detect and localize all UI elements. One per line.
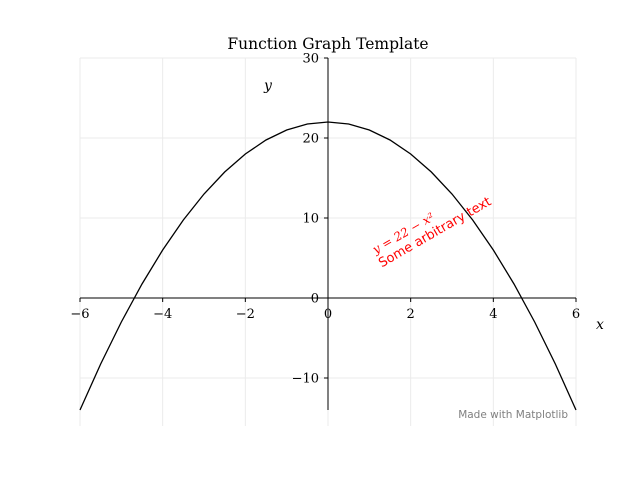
x-tick-label-6: 6 xyxy=(572,307,580,322)
chart-title: Function Graph Template xyxy=(227,35,428,53)
x-axis-label: x xyxy=(596,317,604,333)
y-tick-label-3: 20 xyxy=(302,132,319,147)
x-tick-label-5: 4 xyxy=(489,307,497,322)
x-tick-label-4: 2 xyxy=(407,307,415,322)
y-axis-label: y xyxy=(263,78,273,94)
y-tick-label-4: 30 xyxy=(302,52,319,67)
y-tick-label-0: −10 xyxy=(292,372,319,387)
y-tick-label-2: 10 xyxy=(302,212,319,227)
series-line-parabola xyxy=(79,121,577,411)
y-tick-label-1: 0 xyxy=(311,292,319,307)
x-tick-label-3: 0 xyxy=(324,307,332,322)
x-tick-label-1: −4 xyxy=(153,307,172,322)
x-tick-label-0: −6 xyxy=(70,307,89,322)
x-tick-label-2: −2 xyxy=(236,307,255,322)
watermark-text: Made with Matplotlib xyxy=(458,409,568,421)
